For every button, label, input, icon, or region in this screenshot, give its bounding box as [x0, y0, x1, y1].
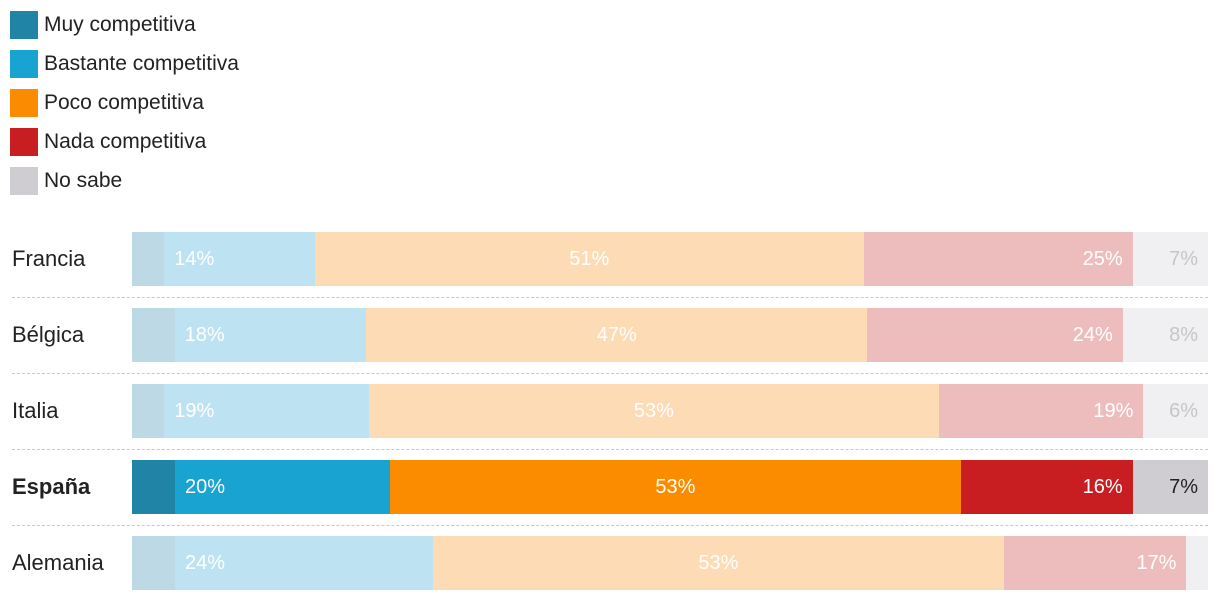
data-label: 14%: [174, 248, 215, 270]
bar-segment-no_sabe: [1122, 308, 1208, 362]
row-divider: [12, 449, 1208, 450]
row-divider: [12, 297, 1208, 298]
category-label: España: [12, 474, 91, 499]
data-label: 25%: [1082, 248, 1123, 270]
bar-segment-bastante: [174, 308, 367, 362]
legend-swatch: [10, 50, 38, 78]
data-label: 24%: [185, 552, 226, 574]
data-label: 7%: [1169, 476, 1198, 498]
data-label: 6%: [1169, 400, 1198, 422]
category-label: Italia: [12, 398, 59, 423]
legend-swatch: [10, 167, 38, 195]
bar-segment-poco: [366, 308, 868, 362]
bar-segment-poco: [433, 536, 1004, 590]
bar-segment-no_sabe: [1132, 232, 1208, 286]
row-divider: [12, 525, 1208, 526]
bar-segment-nada: [960, 460, 1133, 514]
bar-segment-nada: [1003, 536, 1187, 590]
bar-segment-bastante: [175, 460, 391, 514]
legend-label: Poco competitiva: [44, 91, 204, 114]
bar-segment-poco: [390, 460, 961, 514]
data-label: 19%: [1093, 400, 1134, 422]
row-divider: [12, 373, 1208, 374]
legend-swatch: [10, 11, 38, 39]
category-label: Francia: [12, 246, 86, 271]
data-label: 18%: [184, 324, 225, 346]
bar-segment-no_sabe: [1143, 384, 1208, 438]
data-label: 20%: [185, 476, 226, 498]
bar-segment-muy: [132, 384, 165, 438]
legend-swatch: [10, 128, 38, 156]
data-label: 16%: [1082, 476, 1123, 498]
data-label: 47%: [596, 324, 637, 346]
bar-segment-muy: [132, 536, 176, 590]
legend-label: Bastante competitiva: [44, 52, 239, 75]
bar-segment-no_sabe: [1186, 536, 1208, 590]
bar-segment-poco: [368, 384, 939, 438]
data-label: 17%: [1136, 552, 1177, 574]
bar-segment-bastante: [175, 536, 434, 590]
data-label: 7%: [1169, 248, 1198, 270]
category-label: Bélgica: [12, 322, 85, 347]
data-label: 24%: [1072, 324, 1113, 346]
bar-segment-muy: [132, 308, 175, 362]
legend-label: Muy competitiva: [44, 13, 196, 36]
data-label: 53%: [655, 476, 696, 498]
bar-segment-poco: [314, 232, 864, 286]
category-label: Alemania: [12, 550, 104, 575]
bar-segment-muy: [132, 460, 176, 514]
bar-segment-muy: [132, 232, 165, 286]
bar-segment-nada: [863, 232, 1133, 286]
bar-segment-bastante: [164, 232, 315, 286]
data-label: 53%: [698, 552, 739, 574]
legend-swatch: [10, 89, 38, 117]
bar-segment-nada: [867, 308, 1123, 362]
legend-label: Nada competitiva: [44, 130, 207, 153]
data-label: 8%: [1169, 324, 1198, 346]
data-label: 51%: [569, 248, 610, 270]
bar-segment-bastante: [164, 384, 369, 438]
data-label: 19%: [174, 400, 215, 422]
legend-label: No sabe: [44, 169, 123, 192]
bar-segment-no_sabe: [1132, 460, 1208, 514]
data-label: 53%: [633, 400, 674, 422]
bar-segment-nada: [939, 384, 1144, 438]
